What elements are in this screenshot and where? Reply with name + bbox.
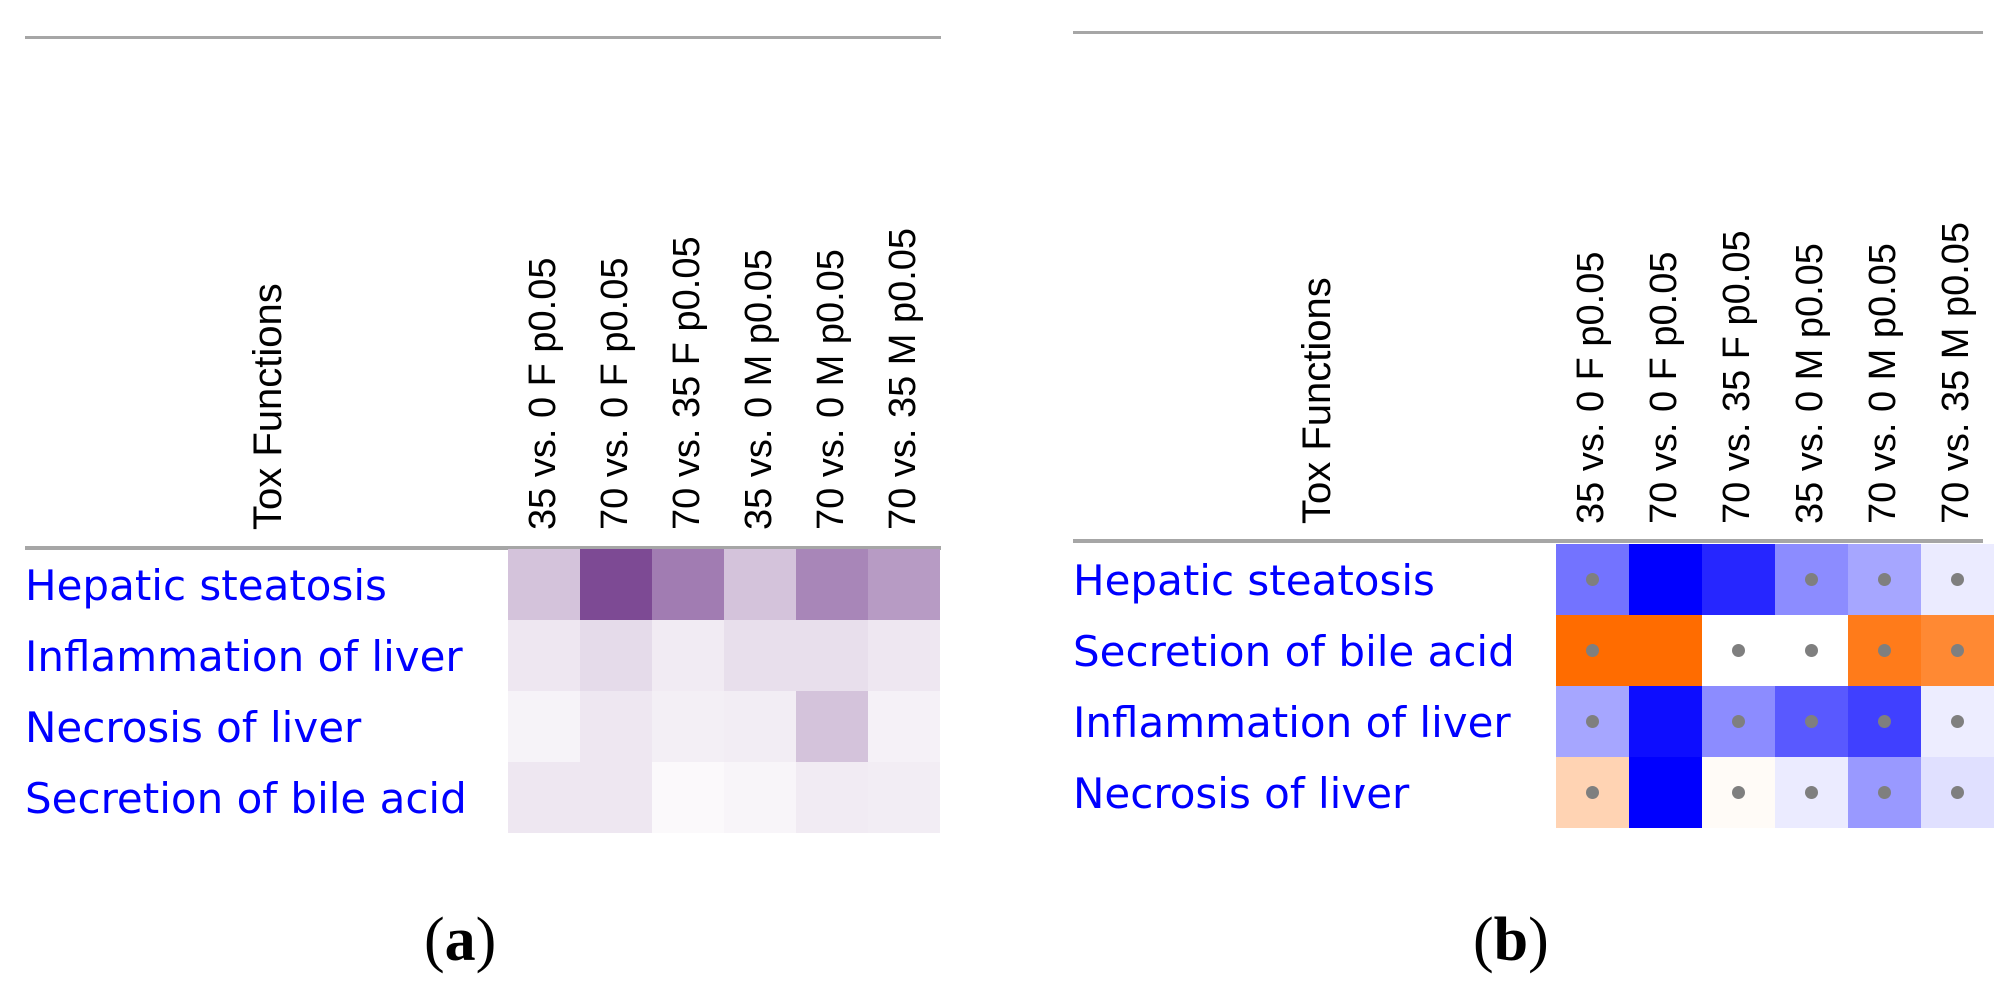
significance-dot [1951, 573, 1964, 586]
row-label[interactable]: Necrosis of liver [1073, 769, 1410, 818]
row-label[interactable]: Hepatic steatosis [1073, 556, 1435, 605]
column-header: 35 vs. 0 F p0.05 [1570, 251, 1612, 525]
heatmap-cell[interactable] [1848, 544, 1921, 615]
row-header-a: Tox Functions [246, 283, 290, 530]
caption-a: (a) [424, 906, 497, 974]
header-rule-a [25, 546, 941, 550]
significance-dot [1951, 715, 1964, 728]
heatmap-cell[interactable] [1775, 686, 1848, 757]
significance-dot [1951, 786, 1964, 799]
column-header: 70 vs. 0 F p0.05 [594, 257, 636, 531]
heatmap-cell[interactable] [580, 691, 652, 762]
significance-dot [1732, 786, 1745, 799]
header-rule-b [1073, 539, 1983, 543]
heatmap-cell[interactable] [580, 549, 652, 620]
row-label[interactable]: Hepatic steatosis [25, 561, 387, 610]
row-header-b: Tox Functions [1295, 277, 1339, 524]
significance-dot [1586, 715, 1599, 728]
heatmap-cell[interactable] [652, 620, 724, 691]
column-header: 70 vs. 35 M p0.05 [882, 227, 924, 530]
row-label[interactable]: Inflammation of liver [1073, 698, 1511, 747]
heatmap-cell[interactable] [1848, 615, 1921, 686]
heatmap-cell[interactable] [1921, 686, 1994, 757]
heatmap-cell[interactable] [580, 762, 652, 833]
caption-letter-a: a [444, 906, 476, 974]
column-header: 70 vs. 35 F p0.05 [666, 236, 708, 530]
row-label[interactable]: Necrosis of liver [25, 703, 362, 752]
column-header: 70 vs. 0 M p0.05 [810, 249, 852, 530]
row-label[interactable]: Secretion of bile acid [25, 774, 467, 823]
column-header: 70 vs. 0 M p0.05 [1862, 243, 1904, 524]
significance-dot [1732, 715, 1745, 728]
column-header: 35 vs. 0 M p0.05 [738, 249, 780, 530]
heatmap-cell[interactable] [796, 762, 868, 833]
heatmap-cell[interactable] [1848, 757, 1921, 828]
caption-letter-b: b [1493, 906, 1529, 974]
heatmap-cell[interactable] [652, 549, 724, 620]
significance-dot [1732, 644, 1745, 657]
heatmap-cell[interactable] [796, 691, 868, 762]
top-rule-a [25, 36, 941, 39]
significance-dot [1878, 573, 1891, 586]
heatmap-cell[interactable] [1921, 615, 1994, 686]
heatmap-cell[interactable] [1775, 615, 1848, 686]
heatmap-cell[interactable] [868, 620, 940, 691]
top-rule-b [1073, 31, 1983, 34]
significance-dot [1586, 786, 1599, 799]
heatmap-cell[interactable] [1629, 544, 1702, 615]
heatmap-cell[interactable] [724, 620, 796, 691]
heatmap-cell[interactable] [652, 691, 724, 762]
heatmap-cell[interactable] [1702, 544, 1775, 615]
heatmap-cell[interactable] [724, 762, 796, 833]
heatmap-cell[interactable] [508, 691, 580, 762]
significance-dot [1586, 573, 1599, 586]
heatmap-cell[interactable] [1702, 757, 1775, 828]
significance-dot [1805, 573, 1818, 586]
heatmap-cell[interactable] [868, 762, 940, 833]
heatmap-cell[interactable] [724, 691, 796, 762]
heatmap-cell[interactable] [796, 549, 868, 620]
heatmap-cell[interactable] [1629, 686, 1702, 757]
heatmap-cell[interactable] [1629, 757, 1702, 828]
column-header: 70 vs. 35 F p0.05 [1716, 230, 1758, 524]
heatmap-cell[interactable] [724, 549, 796, 620]
caption-b: (b) [1473, 906, 1549, 974]
heatmap-cell[interactable] [1556, 615, 1629, 686]
column-header: 35 vs. 0 F p0.05 [522, 257, 564, 531]
significance-dot [1878, 715, 1891, 728]
significance-dot [1805, 644, 1818, 657]
heatmap-cell[interactable] [508, 762, 580, 833]
heatmap-cell[interactable] [1629, 615, 1702, 686]
heatmap-cell[interactable] [508, 549, 580, 620]
heatmap-cell[interactable] [868, 549, 940, 620]
heatmap-cell[interactable] [1556, 757, 1629, 828]
heatmap-cell[interactable] [1556, 544, 1629, 615]
significance-dot [1951, 644, 1964, 657]
heatmap-cell[interactable] [580, 620, 652, 691]
column-header: 35 vs. 0 M p0.05 [1789, 243, 1831, 524]
heatmap-cell[interactable] [1921, 544, 1994, 615]
row-label[interactable]: Inflammation of liver [25, 632, 463, 681]
significance-dot [1805, 786, 1818, 799]
heatmap-cell[interactable] [1556, 686, 1629, 757]
heatmap-cell[interactable] [1775, 757, 1848, 828]
heatmap-cell[interactable] [1921, 757, 1994, 828]
row-label[interactable]: Secretion of bile acid [1073, 627, 1515, 676]
heatmap-cell[interactable] [652, 762, 724, 833]
heatmap-cell[interactable] [1702, 686, 1775, 757]
heatmap-cell[interactable] [868, 691, 940, 762]
heatmap-cell[interactable] [1848, 686, 1921, 757]
heatmap-cell[interactable] [1775, 544, 1848, 615]
significance-dot [1878, 786, 1891, 799]
column-header: 70 vs. 0 F p0.05 [1643, 251, 1685, 525]
significance-dot [1805, 715, 1818, 728]
heatmap-cell[interactable] [796, 620, 868, 691]
significance-dot [1878, 644, 1891, 657]
heatmap-cell[interactable] [508, 620, 580, 691]
heatmap-cell[interactable] [1702, 615, 1775, 686]
significance-dot [1586, 644, 1599, 657]
column-header: 70 vs. 35 M p0.05 [1935, 221, 1977, 524]
